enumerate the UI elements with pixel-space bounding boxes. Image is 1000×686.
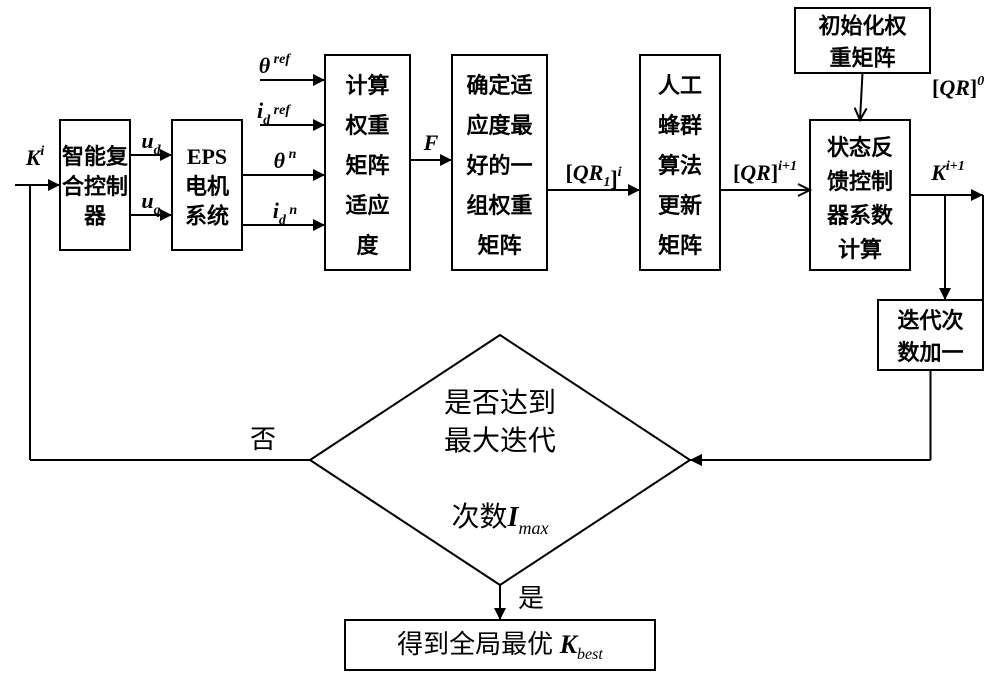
svg-text:算法: 算法 (658, 153, 702, 178)
svg-text:矩阵: 矩阵 (477, 233, 521, 258)
svg-text:次数Imax: 次数Imax (452, 501, 549, 538)
svg-text:矩阵: 矩阵 (345, 153, 389, 178)
svg-text:组权重: 组权重 (466, 193, 532, 218)
svg-text:id n: id n (273, 198, 298, 228)
svg-text:[QR]i+1: [QR]i+1 (733, 159, 797, 185)
svg-text:智能复: 智能复 (62, 144, 129, 169)
svg-text:更新: 更新 (658, 193, 702, 218)
svg-text:蜂群: 蜂群 (658, 113, 702, 138)
svg-text:馈控制: 馈控制 (827, 169, 893, 194)
svg-text:ud: ud (141, 128, 161, 158)
svg-text:F: F (423, 130, 439, 155)
svg-text:度: 度 (356, 233, 379, 258)
svg-text:矩阵: 矩阵 (658, 233, 702, 258)
svg-text:是: 是 (518, 584, 544, 613)
svg-text:Ki+1: Ki+1 (930, 159, 965, 185)
flowchart-svg: 智能复合控制器EPS电机系统计算权重矩阵适应度确定适应度最好的一组权重矩阵人工蜂… (0, 0, 1000, 686)
svg-text:Ki: Ki (25, 144, 45, 170)
svg-text:θ n: θ n (274, 147, 297, 173)
svg-text:id ref: id ref (257, 98, 291, 128)
svg-text:重矩阵: 重矩阵 (829, 46, 895, 71)
svg-text:人工: 人工 (658, 73, 702, 98)
svg-text:合控制: 合控制 (62, 174, 128, 199)
svg-text:确定适: 确定适 (466, 73, 532, 98)
svg-text:器: 器 (83, 204, 107, 229)
svg-text:数加一: 数加一 (897, 340, 963, 365)
svg-text:迭代次: 迭代次 (897, 308, 963, 333)
svg-text:适应: 适应 (345, 193, 389, 218)
svg-text:计算: 计算 (345, 73, 389, 98)
svg-text:应度最: 应度最 (466, 113, 533, 138)
svg-text:是否达到: 是否达到 (444, 387, 556, 419)
svg-text:得到全局最优 Kbest: 得到全局最优 Kbest (397, 630, 603, 663)
svg-text:系统: 系统 (185, 204, 229, 229)
svg-text:最大迭代: 最大迭代 (444, 425, 556, 457)
decision-diamond (310, 335, 690, 585)
svg-text:好的一: 好的一 (465, 153, 532, 178)
svg-text:uq: uq (141, 188, 160, 218)
svg-text:电机: 电机 (185, 174, 229, 199)
svg-text:器系数: 器系数 (826, 203, 894, 228)
svg-text:状态反: 状态反 (827, 135, 893, 160)
svg-text:初始化权: 初始化权 (818, 13, 907, 38)
svg-text:计算: 计算 (838, 237, 882, 262)
svg-text:否: 否 (250, 425, 276, 454)
svg-text:权重: 权重 (344, 113, 389, 138)
svg-text:EPS: EPS (187, 144, 227, 169)
svg-text:[QR]0: [QR]0 (932, 74, 984, 100)
svg-text:θ ref: θ ref (259, 52, 292, 78)
svg-text:[QR1]i: [QR1]i (565, 160, 621, 191)
